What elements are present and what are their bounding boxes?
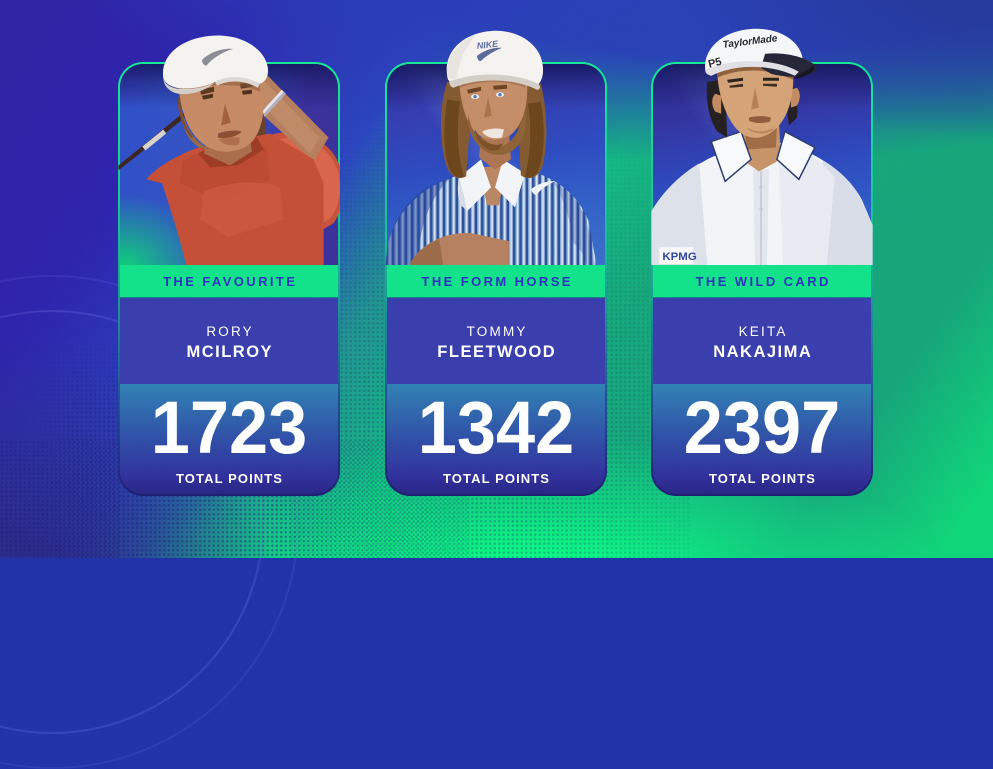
svg-text:P5: P5 <box>707 56 723 71</box>
svg-text:KPMG: KPMG <box>662 251 696 263</box>
svg-text:NIKE: NIKE <box>476 39 499 51</box>
